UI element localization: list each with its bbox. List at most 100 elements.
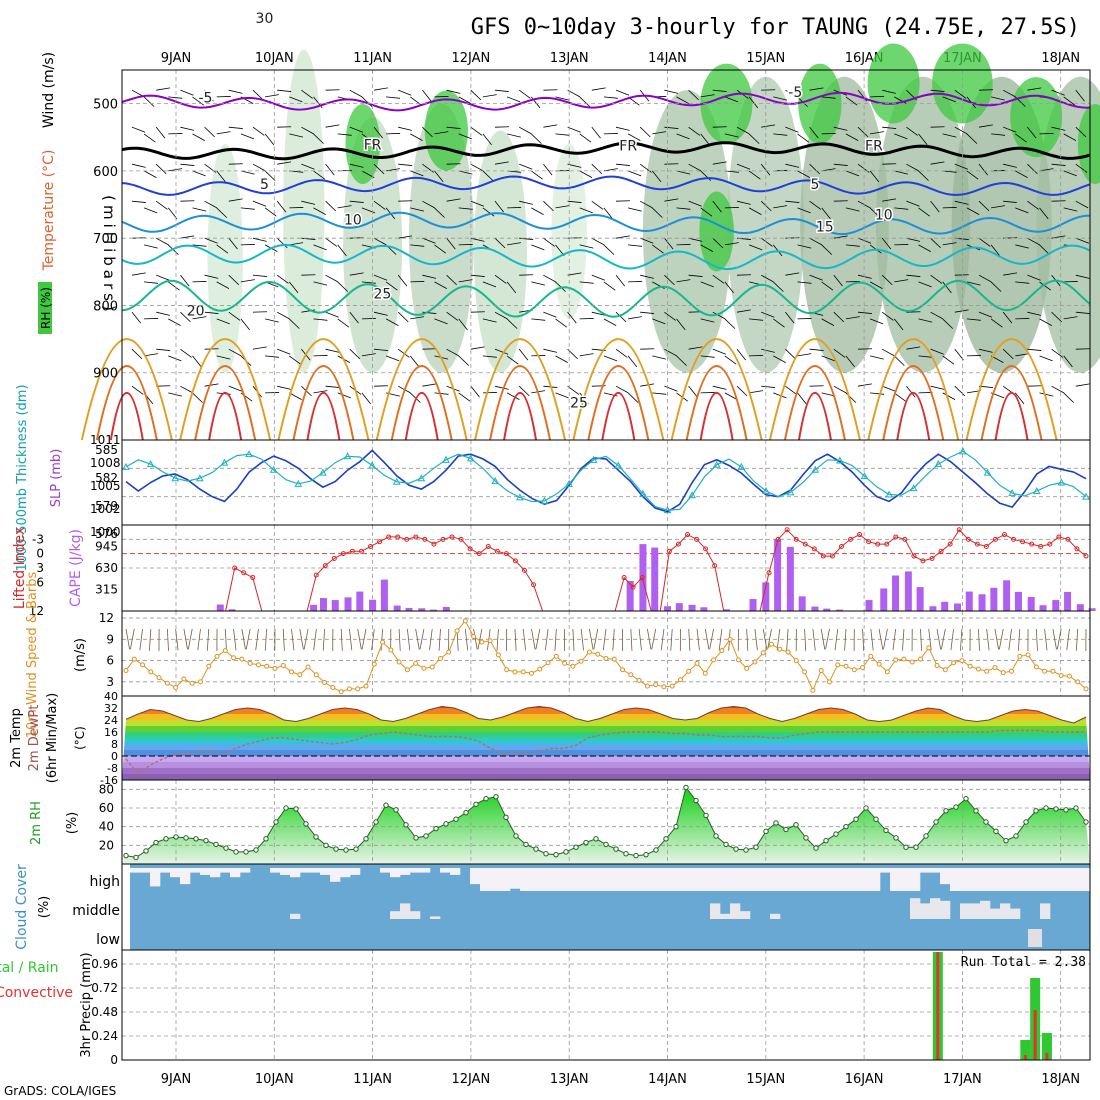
wind-speed-marker bbox=[471, 634, 477, 639]
wind-speed-marker bbox=[661, 684, 667, 690]
top-date-label: 12JAN bbox=[452, 51, 491, 66]
wind-barb bbox=[1015, 133, 1027, 143]
wind-barb bbox=[857, 383, 872, 387]
wind-barb bbox=[724, 355, 737, 365]
wind-barb bbox=[724, 96, 739, 103]
wind-barb-10m bbox=[1017, 628, 1021, 651]
wind-barb bbox=[797, 133, 810, 143]
top-date-label: 11JAN bbox=[353, 51, 392, 66]
cloud-cell-high bbox=[930, 868, 941, 873]
pressure-tick: 800 bbox=[93, 299, 118, 314]
rh-marker bbox=[283, 805, 289, 811]
cloud-cell-high bbox=[160, 868, 171, 873]
cloud-cell-high bbox=[590, 868, 601, 891]
contour-label: 15 bbox=[816, 219, 834, 235]
wind-barb bbox=[228, 126, 243, 129]
wind-barb bbox=[494, 274, 507, 284]
contour-label: 25 bbox=[374, 287, 392, 303]
wind-barb bbox=[664, 311, 676, 321]
wind-speed-marker bbox=[1058, 672, 1064, 678]
wind-barb bbox=[458, 170, 473, 175]
wind-speed-marker bbox=[413, 660, 419, 666]
wind-barb bbox=[845, 316, 860, 320]
wind-barb bbox=[240, 279, 255, 283]
wind-barb bbox=[410, 170, 424, 177]
slp-marker bbox=[516, 493, 524, 501]
wind-barb-10m bbox=[148, 628, 152, 651]
wind-barb bbox=[567, 272, 582, 276]
wind-barb bbox=[1063, 170, 1077, 177]
wind-barb bbox=[894, 279, 909, 283]
slp-marker bbox=[343, 452, 352, 460]
cloud-cell-middle bbox=[970, 903, 981, 919]
wind-barb bbox=[906, 237, 921, 242]
rh-marker bbox=[943, 808, 949, 814]
cape-bar bbox=[1027, 597, 1035, 611]
wind-barb bbox=[397, 311, 409, 323]
wind-speed-marker bbox=[173, 685, 179, 690]
thickness-tick: 579 bbox=[95, 499, 118, 513]
wind-barb bbox=[349, 200, 364, 203]
slp-marker bbox=[220, 458, 229, 466]
wind-barb bbox=[579, 207, 593, 214]
wind-barb bbox=[857, 237, 872, 244]
rh-marker bbox=[193, 836, 199, 842]
cloud-cell-middle bbox=[390, 911, 401, 919]
temperature-band bbox=[122, 706, 1090, 708]
wind-barb bbox=[700, 318, 715, 323]
wind-barb bbox=[990, 244, 1001, 257]
wind-barb bbox=[664, 237, 674, 250]
wind-barb bbox=[857, 274, 872, 279]
wind-barb bbox=[1063, 392, 1075, 403]
isotherm-30 bbox=[783, 365, 846, 441]
wind-barb bbox=[204, 200, 218, 209]
wind-barb bbox=[991, 205, 1005, 209]
wind-speed-marker bbox=[562, 660, 568, 666]
wind-barb bbox=[966, 170, 979, 180]
wind-barb bbox=[918, 133, 928, 146]
temperature-tick: 16 bbox=[104, 726, 118, 739]
rh-marker bbox=[953, 804, 959, 810]
wind-barb bbox=[385, 355, 400, 362]
wind-barb bbox=[809, 126, 819, 139]
wind-barb bbox=[180, 348, 192, 358]
isotherm-25 bbox=[80, 338, 173, 441]
cloud-cell-high bbox=[810, 868, 821, 891]
cape-bar bbox=[393, 605, 401, 611]
wind-barb bbox=[845, 170, 860, 177]
isotherm-25 bbox=[768, 338, 861, 441]
wind-barb-10m bbox=[361, 628, 367, 650]
wind-barb bbox=[228, 385, 243, 392]
wind-barb bbox=[652, 207, 663, 218]
wind-barb bbox=[676, 170, 691, 175]
wind-barb bbox=[1027, 274, 1041, 281]
rh-marker bbox=[1023, 819, 1029, 825]
lifted-index-marker bbox=[630, 584, 636, 590]
rh-marker bbox=[533, 846, 539, 852]
cloud-cell-high bbox=[860, 868, 871, 891]
isotherm-25 bbox=[277, 338, 370, 441]
rh-marker bbox=[713, 833, 719, 839]
wind-speed-marker bbox=[156, 675, 162, 681]
wind-speed-marker bbox=[380, 639, 386, 645]
wind-barb bbox=[894, 207, 909, 210]
rh-marker bbox=[163, 836, 169, 842]
cape-bar bbox=[442, 606, 450, 611]
slp-line bbox=[125, 450, 1087, 511]
wind-barb bbox=[700, 244, 714, 252]
convective-legend-label: Convective bbox=[0, 985, 73, 1001]
rh-marker bbox=[1073, 805, 1079, 811]
wind-barb bbox=[543, 163, 553, 176]
wind-barb bbox=[845, 207, 860, 212]
wind-barb bbox=[434, 392, 449, 395]
wind-barb-10m bbox=[322, 628, 326, 651]
wind-barb bbox=[168, 168, 183, 172]
wind-barb bbox=[446, 198, 461, 202]
cloud-cell-high bbox=[990, 868, 1001, 891]
cloud-cell-high bbox=[710, 868, 721, 891]
wind-barb bbox=[289, 133, 304, 138]
lifted-index-marker bbox=[884, 541, 890, 547]
wind-barb bbox=[930, 237, 941, 249]
